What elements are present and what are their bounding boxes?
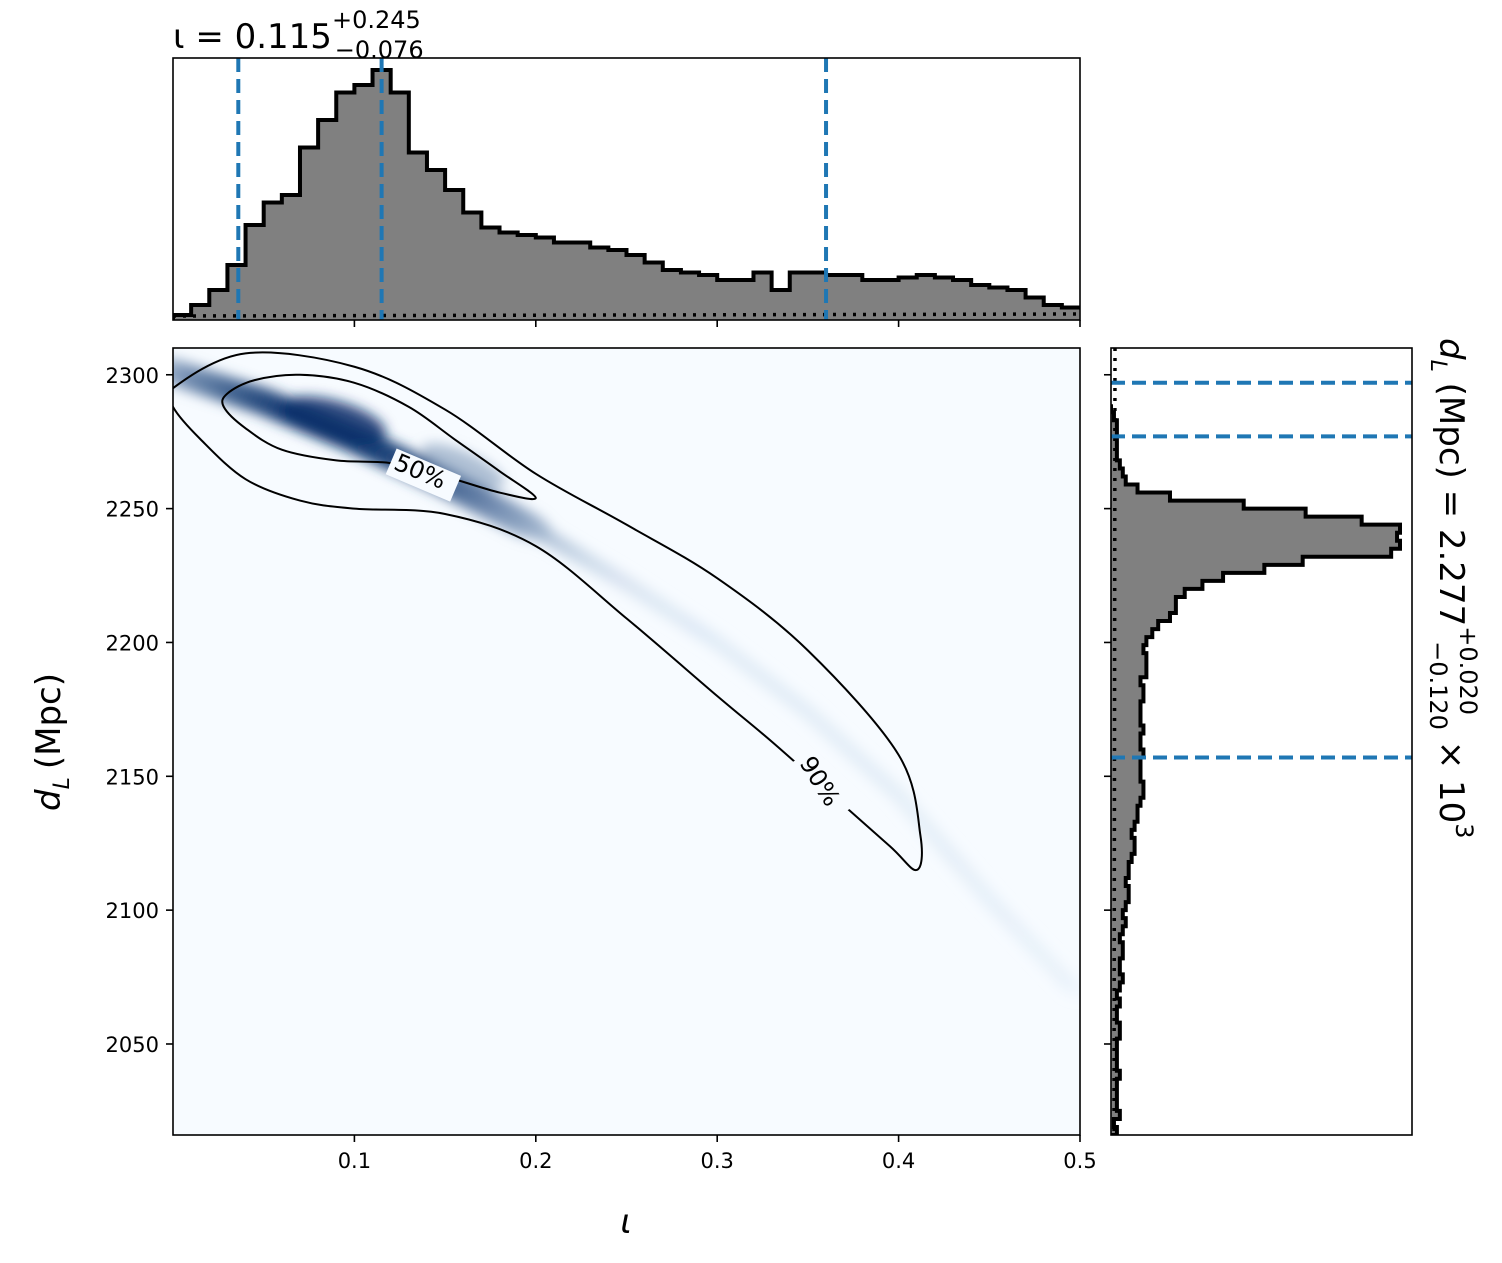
joint-background <box>173 348 1080 1135</box>
top-summary-minus: −0.076 <box>335 36 424 64</box>
right-summary-d: d <box>1431 338 1471 360</box>
contour-50 <box>221 373 537 501</box>
right-summary-sub: L <box>1425 360 1450 372</box>
y-axis-label: dL (Mpc) <box>29 673 75 811</box>
top-histogram-panel: ι = 0.115+0.245 −0.076 <box>172 6 1081 327</box>
top-prior-line <box>173 312 1080 318</box>
x-axis-label: ι <box>620 1202 632 1242</box>
top-summary-main: ι = 0.115 <box>173 17 332 57</box>
y-tick-label-1: 2100 <box>106 899 159 923</box>
x-tick-label-0: 0.1 <box>338 1149 371 1173</box>
top-x-ticks <box>353 320 1081 327</box>
right-summary: dL (Mpc) = 2.277+0.020−0.120 × 103 <box>1424 338 1482 839</box>
right-histogram-fill <box>1111 404 1400 1135</box>
y-tick-label-4: 2250 <box>106 498 159 522</box>
right-prior-line <box>1112 348 1117 1135</box>
joint-panel: 50%90% 0.1 0.2 0.3 0.4 0.5 20502100215022002… <box>29 347 1097 1242</box>
joint-panel-frame <box>172 347 1081 1136</box>
top-quantile-lines <box>236 58 829 320</box>
y-ticks: 2050 2100 2150 2200 2250 2300 <box>106 364 173 1057</box>
y-tick-label-3: 2200 <box>106 631 159 655</box>
right-summary-minus: −0.120 <box>1424 641 1452 730</box>
y-axis-label-sub: L <box>50 777 75 789</box>
right-histogram-panel: dL (Mpc) = 2.277+0.020−0.120 × 103 <box>1104 338 1482 1136</box>
y-tick-label-0: 2050 <box>106 1033 159 1057</box>
right-panel-frame <box>1110 347 1413 1136</box>
y-axis-label-unit: (Mpc) <box>29 673 69 769</box>
y-tick-label-2: 2150 <box>106 765 159 789</box>
right-quantile-lines <box>1111 380 1412 760</box>
top-summary-plus: +0.245 <box>332 6 421 34</box>
x-tick-label-3: 0.4 <box>882 1149 915 1173</box>
right-summary-plus: +0.020 <box>1454 626 1482 715</box>
y-tick-label-5: 2300 <box>106 364 159 388</box>
right-y-ticks <box>1104 373 1111 1045</box>
x-tick-label-2: 0.3 <box>700 1149 733 1173</box>
top-histogram-outline <box>173 68 1080 320</box>
x-ticks: 0.1 0.2 0.3 0.4 0.5 <box>338 1135 1097 1173</box>
contour-90 <box>173 351 923 872</box>
y-axis-label-d: d <box>29 789 69 811</box>
top-histogram-fill <box>173 70 1080 320</box>
right-summary-main: (Mpc) = 2.277 <box>1431 372 1471 626</box>
x-tick-label-4: 0.5 <box>1063 1149 1096 1173</box>
x-tick-label-1: 0.2 <box>519 1149 552 1173</box>
right-summary-suffix: × 10 <box>1431 730 1471 823</box>
top-panel-frame <box>172 57 1081 321</box>
top-summary: ι = 0.115+0.245 −0.076 <box>173 6 424 64</box>
right-summary-exp: 3 <box>1450 823 1478 838</box>
